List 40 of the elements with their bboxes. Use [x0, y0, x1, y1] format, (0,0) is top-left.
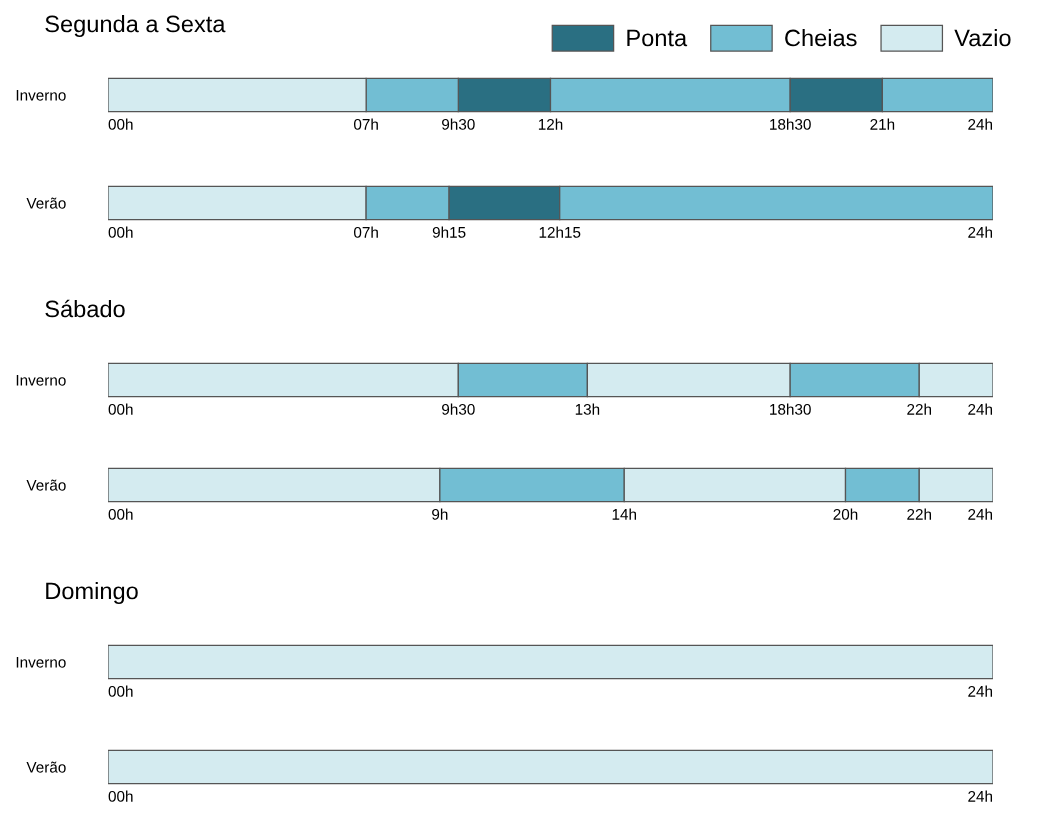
y-tick-label: Verão [26, 197, 66, 209]
x-tick-label: 18h30 [770, 118, 811, 130]
x-tick-label: 9h [432, 508, 448, 520]
x-tick-label: 21h [870, 118, 895, 130]
x-tick-label: 22h [907, 403, 931, 415]
x-tick-label: 24h [968, 226, 993, 238]
x-tick-label: 9h30 [442, 118, 475, 130]
chart-title: Domingo [46, 581, 138, 604]
y-tick-label: Verão [26, 761, 66, 773]
x-tick-label: 9h15 [432, 226, 466, 238]
y-tick-label: Verão [26, 479, 66, 491]
legend-label: Vazio [954, 28, 1011, 47]
x-tick-label: 00h [108, 403, 133, 415]
x-tick-label: 12h [538, 118, 563, 130]
x-tick-label: 22h [907, 508, 931, 520]
x-tick-label: 20h [833, 508, 858, 520]
x-tick-label: 12h15 [539, 226, 581, 238]
x-tick-label: 14h [612, 508, 636, 520]
y-tick-label: Inverno [16, 375, 66, 386]
x-tick-label: 13h [575, 403, 600, 415]
x-tick-label: 00h [108, 226, 133, 238]
legend-label: Ponta [627, 29, 688, 47]
x-tick-label: 18h30 [770, 403, 811, 415]
x-tick-label: 00h [108, 508, 133, 520]
x-tick-label: 24h [968, 508, 993, 520]
legend-label: Cheias [785, 28, 857, 47]
x-tick-label: 9h30 [442, 403, 475, 415]
x-tick-label: 07h [353, 226, 378, 238]
x-tick-label: 24h [968, 790, 993, 802]
chart-title: Segunda a Sexta [45, 14, 226, 37]
x-tick-label: 24h [968, 685, 993, 697]
x-tick-label: 24h [968, 118, 993, 130]
chart-title: Sábado [45, 299, 125, 318]
y-tick-label: Inverno [16, 657, 66, 668]
x-tick-label: 24h [968, 403, 993, 415]
y-tick-label: Inverno [16, 90, 66, 101]
x-tick-label: 00h [108, 790, 133, 802]
x-tick-label: 00h [108, 118, 133, 130]
x-tick-label: 07h [353, 118, 378, 130]
x-tick-label: 00h [108, 685, 133, 697]
